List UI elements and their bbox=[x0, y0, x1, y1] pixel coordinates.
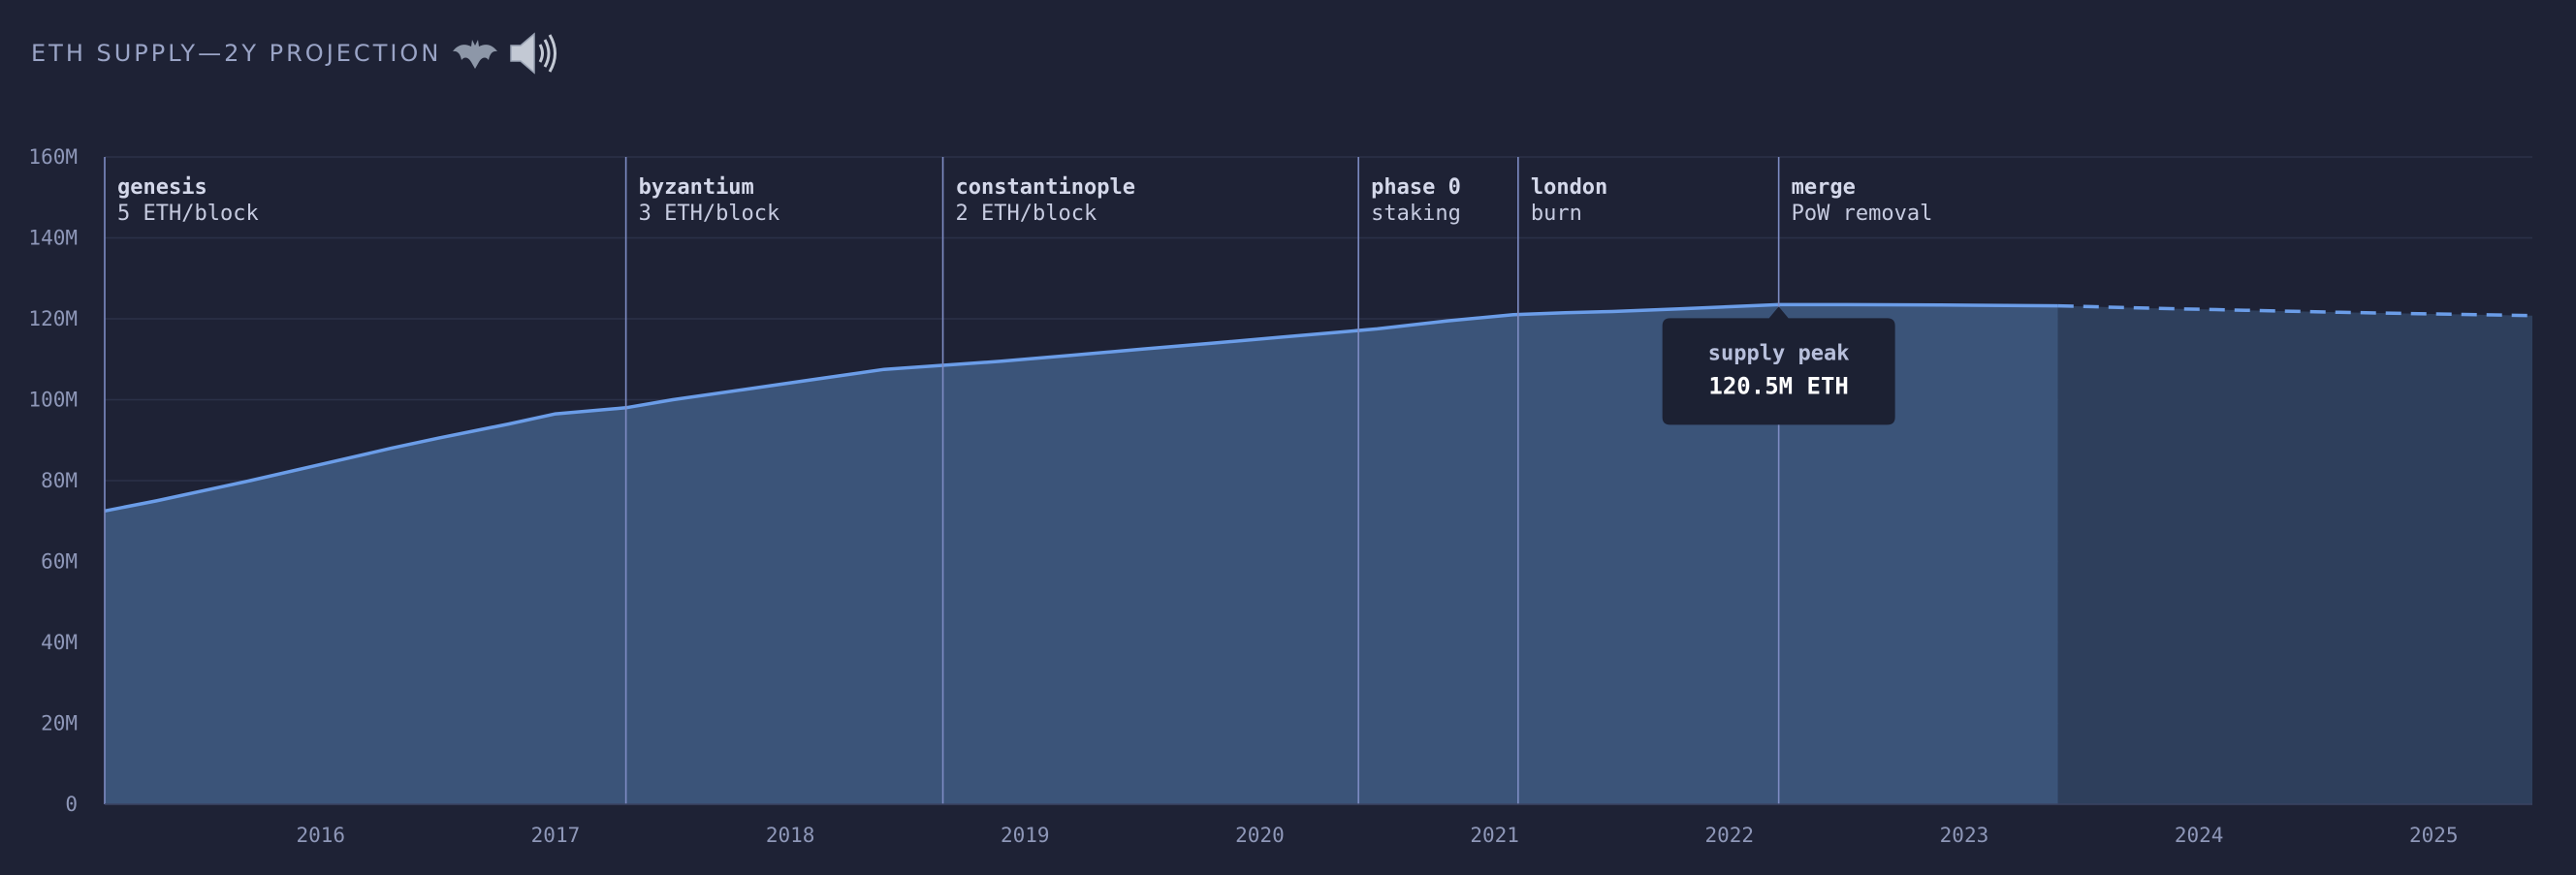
supply-area bbox=[105, 304, 2532, 805]
y-tick-label: 140M bbox=[28, 227, 78, 250]
event-name: genesis bbox=[117, 175, 207, 200]
y-tick-label: 80M bbox=[41, 469, 78, 492]
event-desc: staking bbox=[1371, 202, 1461, 226]
event-desc: burn bbox=[1531, 202, 1582, 226]
chart-title: ETH SUPPLY—2Y PROJECTION bbox=[31, 40, 442, 67]
y-tick-label: 40M bbox=[41, 631, 78, 654]
x-tick-label: 2019 bbox=[1001, 824, 1050, 847]
projected-supply-line bbox=[2057, 303, 2533, 318]
event-name: merge bbox=[1792, 175, 1856, 200]
tooltip-value: 120.5M ETH bbox=[1708, 372, 1849, 399]
event-desc: 2 ETH/block bbox=[956, 202, 1097, 226]
y-tick-label: 20M bbox=[41, 712, 78, 735]
x-tick-label: 2021 bbox=[1470, 824, 1519, 847]
bat-icon bbox=[451, 34, 499, 73]
x-tick-label: 2018 bbox=[766, 824, 815, 847]
historic-area bbox=[105, 304, 2058, 804]
event-name: london bbox=[1531, 175, 1607, 200]
x-tick-label: 2024 bbox=[2175, 824, 2224, 847]
tooltip-box bbox=[1662, 306, 1895, 425]
event-desc: 5 ETH/block bbox=[117, 202, 259, 226]
x-tick-label: 2017 bbox=[531, 824, 581, 847]
y-tick-label: 0 bbox=[65, 793, 78, 816]
x-tick-label: 2016 bbox=[297, 824, 346, 847]
supply-line bbox=[104, 302, 2533, 514]
x-tick-label: 2025 bbox=[2409, 824, 2459, 847]
speaker-icon[interactable] bbox=[509, 29, 559, 78]
event-name: byzantium bbox=[639, 175, 754, 200]
historic-supply-line bbox=[104, 302, 2058, 514]
tooltip-label: supply peak bbox=[1708, 341, 1850, 365]
y-tick-label: 120M bbox=[28, 307, 78, 330]
event-name: constantinople bbox=[956, 175, 1135, 200]
y-tick-label: 60M bbox=[41, 550, 78, 574]
chart-header: ETH SUPPLY—2Y PROJECTION bbox=[31, 27, 559, 79]
axes: 0 20M 40M 60M 80M 100M 120M 140M 160M 2016 2017 201… bbox=[28, 145, 2532, 847]
event-desc: 3 ETH/block bbox=[639, 202, 780, 226]
event-desc: PoW removal bbox=[1792, 202, 1933, 226]
y-tick-label: 160M bbox=[28, 145, 78, 169]
y-tick-label: 100M bbox=[28, 389, 78, 412]
x-tick-label: 2020 bbox=[1235, 824, 1285, 847]
event-name: phase 0 bbox=[1371, 175, 1461, 200]
projection-area bbox=[2057, 305, 2532, 805]
supply-peak-tooltip: supply peak 120.5M ETH bbox=[1662, 306, 1895, 425]
x-tick-label: 2023 bbox=[1940, 824, 1989, 847]
x-tick-label: 2022 bbox=[1705, 824, 1755, 847]
